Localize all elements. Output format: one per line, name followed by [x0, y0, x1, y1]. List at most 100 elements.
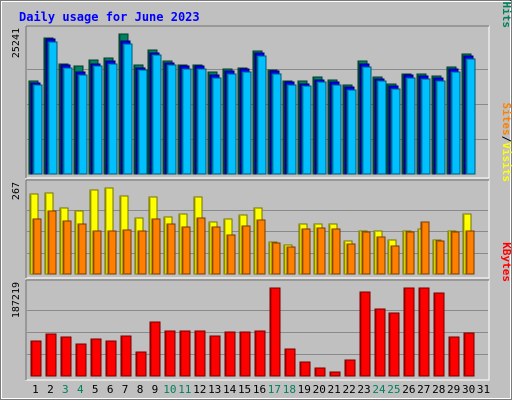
bar-pages — [361, 66, 372, 175]
bar-kbytes — [45, 333, 57, 377]
bar-kbytes — [60, 336, 72, 377]
day-tick-label: 8 — [137, 383, 144, 396]
bar-kbytes — [388, 312, 400, 377]
bar-pages — [256, 55, 267, 175]
day-tick-label: 27 — [417, 383, 430, 396]
bar-sites — [47, 210, 57, 275]
panel-legend: KBytes — [500, 242, 512, 282]
day-tick-label: 30 — [462, 383, 475, 396]
bar-pages — [166, 64, 177, 175]
legend-label: / — [500, 0, 512, 2]
bar-pages — [137, 69, 148, 175]
bar-sites — [32, 218, 42, 275]
bar-kbytes — [149, 321, 161, 377]
bar-pages — [226, 73, 237, 175]
day-tick-label: 15 — [238, 383, 251, 396]
day-tick-label: 5 — [92, 383, 99, 396]
bar-pages — [122, 43, 133, 175]
bar-kbytes — [448, 336, 460, 377]
day-tick-label: 20 — [313, 383, 326, 396]
legend-label: KBytes — [500, 242, 512, 282]
bar-sites — [435, 240, 445, 275]
day-tick-label: 31 — [477, 383, 490, 396]
bar-pages — [211, 77, 222, 175]
bar-kbytes — [269, 287, 281, 377]
chart-panels: 25241Pages/Files/Hits267Sites/Visits1872… — [11, 0, 512, 381]
bar-pages — [331, 84, 342, 175]
bar-pages — [465, 58, 476, 175]
day-tick-label: 3 — [62, 383, 69, 396]
day-tick-label: 13 — [208, 383, 221, 396]
bar-kbytes — [30, 340, 42, 377]
bar-sites — [77, 223, 87, 275]
bar-sites — [107, 230, 117, 275]
day-tick-label: 19 — [298, 383, 311, 396]
bar-kbytes — [120, 335, 132, 377]
legend-label: Visits — [500, 142, 512, 182]
bar-sites — [151, 218, 161, 275]
bar-pages — [62, 67, 73, 175]
bar-kbytes — [105, 340, 117, 377]
bar-sites — [271, 242, 281, 275]
bar-kbytes — [463, 332, 475, 377]
bar-kbytes — [90, 338, 102, 377]
bar-sites — [241, 225, 251, 275]
day-tick-label: 28 — [432, 383, 445, 396]
bar-kbytes — [135, 351, 147, 377]
bar-sites — [166, 223, 176, 275]
bar-pages — [286, 84, 297, 175]
bar-pages — [151, 54, 162, 175]
day-tick-label: 17 — [268, 383, 281, 396]
bar-sites — [390, 245, 400, 275]
bar-sites — [331, 228, 341, 275]
bar-kbytes — [179, 330, 191, 377]
day-labels: 1 2 3 4 5 6 7 8 9 10 11 12 13 14 15 16 17 18 19 20 21 22 23 24 2… — [32, 383, 490, 396]
legend-label: Sites — [500, 103, 512, 136]
panel-max-label: 25241 — [11, 28, 22, 58]
legend-label: / — [500, 136, 512, 143]
bar-sites — [405, 231, 415, 275]
bar-sites — [256, 219, 266, 275]
day-tick-label: 7 — [122, 383, 129, 396]
bar-pages — [32, 84, 43, 175]
bar-kbytes — [194, 330, 206, 377]
bar-sites — [211, 226, 221, 275]
bar-pages — [420, 78, 431, 175]
day-tick-label: 10 — [163, 383, 176, 396]
bar-pages — [196, 68, 207, 175]
day-tick-label: 9 — [152, 383, 159, 396]
bar-pages — [92, 65, 103, 175]
bar-pages — [107, 63, 118, 175]
bar-sites — [361, 231, 371, 275]
bar-pages — [47, 41, 58, 175]
bar-kbytes — [418, 287, 430, 377]
series-sites — [32, 210, 475, 275]
bar-kbytes — [75, 343, 87, 377]
day-tick-label: 25 — [387, 383, 400, 396]
day-tick-label: 16 — [253, 383, 266, 396]
bar-sites — [181, 226, 191, 275]
day-tick-label: 21 — [328, 383, 341, 396]
bar-kbytes — [299, 361, 311, 377]
bar-pages — [181, 68, 192, 175]
day-tick-label: 22 — [342, 383, 355, 396]
series-pages — [32, 41, 476, 175]
day-tick-label: 18 — [283, 383, 296, 396]
bar-sites — [316, 227, 326, 275]
day-tick-label: 11 — [178, 383, 191, 396]
bar-sites — [137, 230, 147, 275]
bar-kbytes — [164, 330, 176, 377]
bar-sites — [122, 229, 132, 275]
bar-kbytes — [403, 287, 415, 377]
panel-visits-sites: 267 Sites/Visits — [11, 103, 512, 279]
bar-sites — [226, 234, 236, 275]
bar-kbytes — [239, 331, 251, 377]
bar-pages — [77, 74, 88, 175]
bar-sites — [62, 220, 72, 275]
bar-sites — [420, 221, 430, 275]
bar-kbytes — [433, 292, 445, 377]
bar-sites — [196, 217, 206, 275]
bar-sites — [92, 230, 102, 275]
